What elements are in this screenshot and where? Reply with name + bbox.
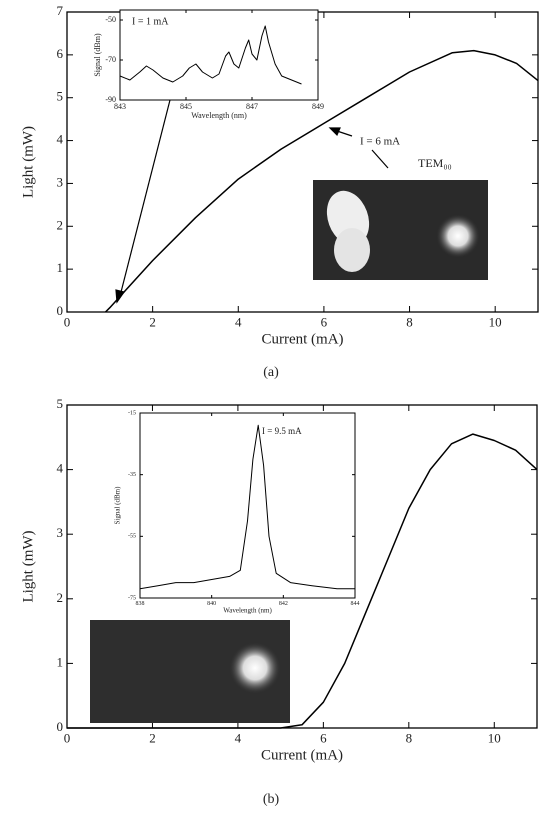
y-tick-label: -55 xyxy=(128,534,136,540)
y-tick-label: 3 xyxy=(57,525,64,540)
x-tick-label: 6 xyxy=(321,315,328,330)
y-tick-label: 4 xyxy=(57,132,64,147)
y-tick-label: 1 xyxy=(57,260,64,275)
y-tick-label: -75 xyxy=(128,595,136,601)
x-tick-label: 10 xyxy=(489,315,502,330)
y-tick-label: 3 xyxy=(57,174,64,189)
x-tick-label: 10 xyxy=(488,731,501,746)
x-tick-label: 849 xyxy=(312,102,324,111)
y-tick-label: 6 xyxy=(57,46,64,61)
y-tick-label: 5 xyxy=(57,89,64,104)
x-axis-label: Wavelength (nm) xyxy=(191,111,247,120)
x-tick-label: 0 xyxy=(64,315,71,330)
y-tick-label: -90 xyxy=(105,95,116,104)
y-tick-label: -70 xyxy=(105,55,116,64)
x-tick-label: 842 xyxy=(279,601,288,607)
x-tick-label: 4 xyxy=(235,731,242,746)
x-tick-label: 8 xyxy=(406,315,413,330)
x-tick-label: 4 xyxy=(235,315,242,330)
x-tick-label: 847 xyxy=(246,102,258,111)
caption: (b) xyxy=(263,792,280,807)
caption: (a) xyxy=(263,365,279,380)
y-axis-label: Signal (dBm) xyxy=(114,486,122,525)
x-tick-label: 2 xyxy=(149,731,156,746)
annotation: TEM₀₀ xyxy=(418,156,452,170)
annotation: I = 1 mA xyxy=(132,16,169,27)
y-tick-label: -35 xyxy=(128,472,136,478)
y-tick-label: 5 xyxy=(57,396,64,411)
x-axis-label: Wavelength (nm) xyxy=(223,607,272,615)
x-axis-label: Current (mA) xyxy=(261,332,343,348)
x-tick-label: 845 xyxy=(180,102,192,111)
x-tick-label: 838 xyxy=(136,601,145,607)
beam-image-a xyxy=(313,180,488,280)
x-tick-label: 0 xyxy=(64,731,71,746)
annotation: I = 6 mA xyxy=(360,136,400,148)
x-tick-label: 844 xyxy=(351,601,360,607)
x-tick-label: 2 xyxy=(149,315,156,330)
plot-frame xyxy=(140,413,355,598)
y-tick-label: 2 xyxy=(57,590,64,605)
y-tick-label: 4 xyxy=(57,461,64,476)
figure: 024681001234567Current (mA)Light (mW) 84… xyxy=(0,0,543,817)
x-tick-label: 6 xyxy=(320,731,327,746)
y-axis-label: Light (mW) xyxy=(20,530,36,602)
y-tick-label: -15 xyxy=(128,410,136,416)
x-tick-label: 840 xyxy=(207,601,216,607)
annotation: I = 9.5 mA xyxy=(262,426,302,436)
y-tick-label: 2 xyxy=(57,217,64,232)
y-tick-label: -50 xyxy=(105,15,116,24)
y-tick-label: 0 xyxy=(57,303,64,318)
y-tick-label: 7 xyxy=(57,3,64,18)
y-axis-label: Light (mW) xyxy=(20,126,36,198)
y-axis-label: Signal (dBm) xyxy=(93,33,102,77)
y-tick-label: 1 xyxy=(57,654,64,669)
x-tick-label: 8 xyxy=(406,731,413,746)
x-axis-label: Current (mA) xyxy=(261,748,343,764)
beam-image-b xyxy=(90,620,290,723)
y-tick-label: 0 xyxy=(57,719,64,734)
